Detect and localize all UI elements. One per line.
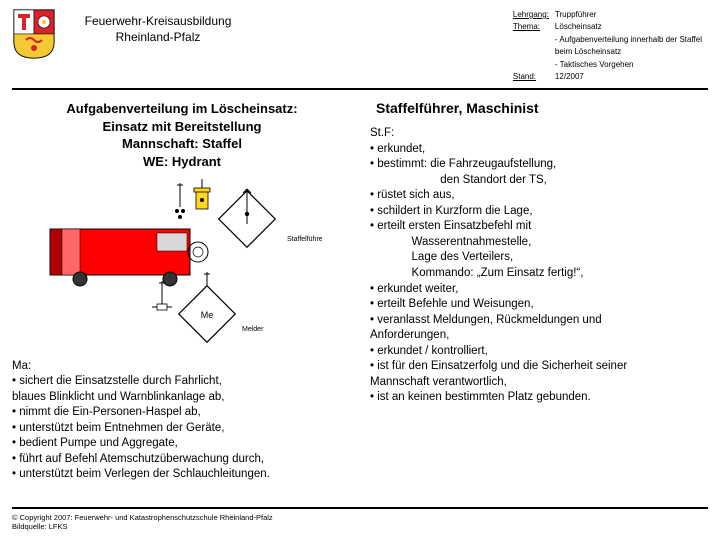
ma-label: Ma: <box>12 359 352 375</box>
stf-line-14: • ist für den Einsatzerfolg und die Sich… <box>370 359 708 375</box>
tactical-diagram: Staffelführer <box>42 179 322 349</box>
melder-label: Melder <box>242 326 264 333</box>
stf-line-15: Mannschaft verantwortlich, <box>370 375 708 391</box>
stf-line-10: • erteilt Befehle und Weisungen, <box>370 297 708 313</box>
page-footer: © Copyright 2007: Feuerwehr- und Katastr… <box>12 507 708 533</box>
ma-line-1: blaues Blinklicht und Warnblinkanlage ab… <box>12 390 352 406</box>
right-column: Staffelführer, Maschinist St.F: • erkund… <box>370 100 708 482</box>
stf-line-0: • erkundet, <box>370 142 708 158</box>
thema-sub3: - Taktisches Vorgehen <box>555 60 706 70</box>
stf-line-6: Wasserentnahmestelle, <box>370 235 708 251</box>
meta-table: Lehrgang: Truppführer Thema: Löscheinsat… <box>511 8 708 84</box>
stf-line-16: • ist an keinen bestimmten Platz gebunde… <box>370 390 708 406</box>
ma-line-2: • nimmt die Ein-Personen-Haspel ab, <box>12 405 352 421</box>
coat-of-arms-icon <box>12 8 56 60</box>
org-line2: Rheinland-Pfalz <box>68 30 248 46</box>
stf-line-2: den Standort der TS, <box>370 173 708 189</box>
stf-line-1: • bestimmt: die Fahrzeugaufstellung, <box>370 157 708 173</box>
copyright-line: © Copyright 2007: Feuerwehr- und Katastr… <box>12 513 708 523</box>
lehrgang-label: Lehrgang: <box>513 10 553 20</box>
ma-line-3: • unterstützt beim Entnehmen der Geräte, <box>12 421 352 437</box>
organization-name: Feuerwehr-Kreisausbildung Rheinland-Pfal… <box>68 14 248 45</box>
lehrgang-value: Truppführer <box>555 10 706 20</box>
content-area: Aufgabenverteilung im Löscheinsatz: Eins… <box>12 100 708 482</box>
ma-line-5: • führt auf Befehl Atemschutzüberwachung… <box>12 452 352 468</box>
stf-line-4: • schildert in Kurzform die Lage, <box>370 204 708 220</box>
stf-line-13: • erkundet / kontrolliert, <box>370 344 708 360</box>
ma-line-0: • sichert die Einsatzstelle durch Fahrli… <box>12 374 352 390</box>
thema-sub2: beim Löscheinsatz <box>555 47 706 57</box>
svg-text:Me: Me <box>201 310 214 320</box>
ma-section: Ma: • sichert die Einsatzstelle durch Fa… <box>12 359 352 483</box>
left-column: Aufgabenverteilung im Löscheinsatz: Eins… <box>12 100 352 482</box>
stf-line-8: Kommando: „Zum Einsatz fertig!“, <box>370 266 708 282</box>
stf-line-11: • veranlasst Meldungen, Rückmeldungen un… <box>370 313 708 329</box>
stf-line-7: Lage des Verteilers, <box>370 250 708 266</box>
ma-line-4: • bedient Pumpe und Aggregate, <box>12 436 352 452</box>
stf-line-3: • rüstet sich aus, <box>370 188 708 204</box>
left-title: Aufgabenverteilung im Löscheinsatz: Eins… <box>12 100 352 170</box>
thema-value: Löscheinsatz <box>555 22 706 32</box>
stand-value: 12/2007 <box>555 72 706 82</box>
page-header: Feuerwehr-Kreisausbildung Rheinland-Pfal… <box>12 8 708 90</box>
thema-sub1: - Aufgabenverteilung innerhalb der Staff… <box>555 35 706 45</box>
stf-line-5: • erteilt ersten Einsatzbefehl mit <box>370 219 708 235</box>
staffelfuhrer-label: Staffelführer <box>287 236 322 243</box>
org-line1: Feuerwehr-Kreisausbildung <box>68 14 248 30</box>
right-title: Staffelführer, Maschinist <box>376 100 708 116</box>
thema-label: Thema: <box>513 22 553 32</box>
image-source-line: Bildquelle: LFKS <box>12 522 708 532</box>
stf-section: St.F: • erkundet, • bestimmt: die Fahrze… <box>370 126 708 405</box>
stf-label: St.F: <box>370 126 708 142</box>
stand-label: Stand: <box>513 72 553 82</box>
stf-line-9: • erkundet weiter, <box>370 282 708 298</box>
stf-line-12: Anforderungen, <box>370 328 708 344</box>
ma-line-6: • unterstützt beim Verlegen der Schlauch… <box>12 467 352 483</box>
